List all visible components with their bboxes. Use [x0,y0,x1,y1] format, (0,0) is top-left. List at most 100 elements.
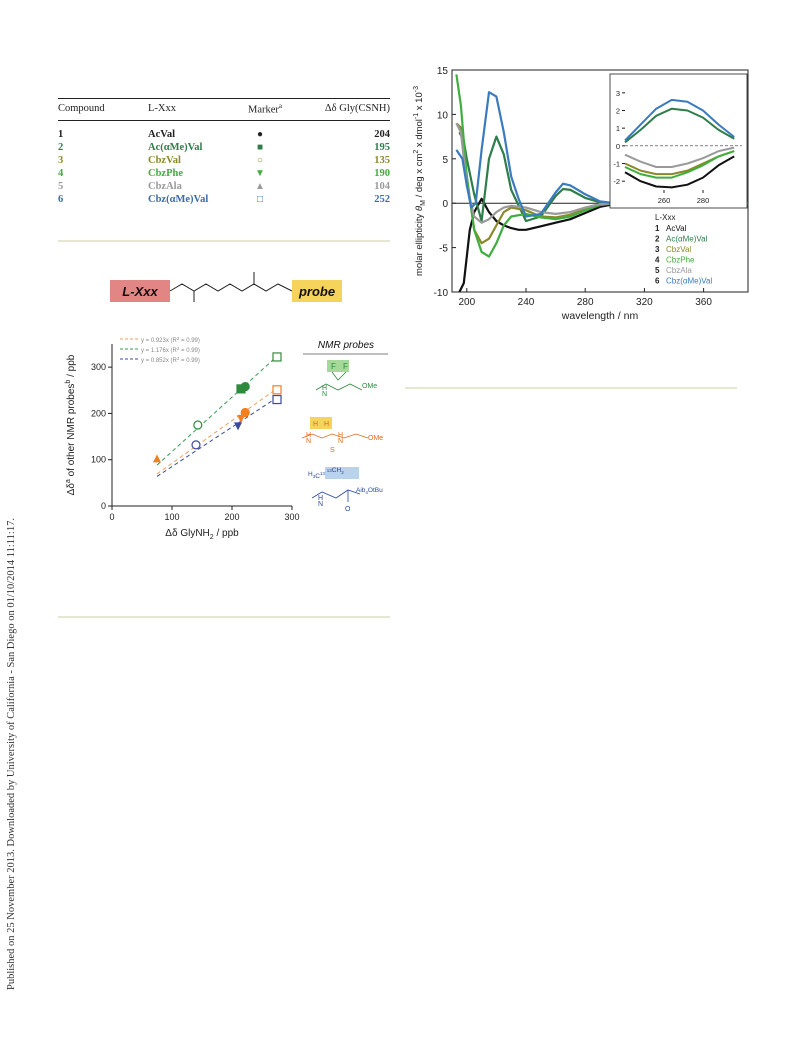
y-sup-b: b [65,380,72,384]
probe1-ome: OMe [362,383,377,390]
data-point [191,440,201,450]
cd-legend-number: 5 [655,266,660,275]
compound-number: 2 [58,141,64,153]
cd-legend: L-Xxx 1 AcVal 2 Ac(αMe)Val 3 CbzVal 4 CbzPhe 5 Cbz… [655,213,712,286]
data-point [153,454,161,463]
legend-end: = 0.99) [179,358,200,364]
compound-marker: ● [248,120,318,141]
table-row: 5 CbzAla ▲ 104 [58,180,390,193]
probe2-ome: OMe [368,435,383,442]
scatter-fit-legend: y = 0.923x (R2 = 0.99) y = 1.176x (R2 = 0… [120,336,200,364]
cd-y-label-part: θ [414,205,425,211]
cd-legend-label: CbzPhe [666,256,695,265]
probe3-part: 3 [313,474,316,479]
section-divider-3 [405,387,737,389]
header-marker: Markera [248,98,318,121]
probe3-part: CH [332,467,342,474]
x-tick-label: 0 [109,512,114,522]
compound-name: CbzVal [148,154,181,166]
download-watermark: Published on 25 November 2013. Downloade… [6,518,17,990]
inset-series-line [624,155,735,189]
cd-x-axis-label: wavelength / nm [561,310,639,322]
compound-name: AcVal [148,128,176,140]
compound-marker: ○ [248,154,318,167]
cd-series-line [455,91,748,218]
y-unit: / ppb [66,354,77,379]
cd-y-label-part: molar ellipticity [414,211,425,276]
inset-y-tick-label: 2 [616,107,620,116]
x-tick-label: 100 [164,512,179,522]
peptide-backbone [169,283,293,292]
cd-inset: 260 280 -2 -1 0 1 2 3 [609,73,748,209]
cd-x-tick-label: 200 [458,297,475,308]
y-tick-label: 100 [91,455,106,465]
cd-y-tick-label: 15 [437,66,449,77]
data-point [237,414,245,423]
inset-y-tick-label: 0 [616,142,620,151]
probe3-o: O [345,506,351,513]
header-delta: Δδ Gly(CSNH) [318,98,390,121]
header-compound: Compound [58,98,148,121]
cd-y-label-part: 2 [413,150,420,154]
probe3-highlight [325,467,359,479]
inset-series-line [624,107,735,144]
header-marker-footnote: a [278,102,283,110]
probe2-n2: N [338,438,343,445]
legend-sup: 2 [177,356,180,361]
header-marker-label: Marker [248,104,279,116]
y-sup-a: a [65,479,72,483]
cd-legend-title: L-Xxx [655,213,675,222]
probe2-s: S [330,447,335,454]
x-tick-label: 200 [224,512,239,522]
fit-line [156,355,278,466]
compound-number: 4 [58,167,64,179]
inset-x-tick-label: 260 [658,196,671,205]
cd-x-tick-label: 280 [577,297,594,308]
delta-value: 135 [374,154,390,166]
cd-y-label-part: / deg x cm [414,154,425,201]
delta-value: 190 [374,167,390,179]
inset-y-tick-label: 1 [616,124,620,133]
probe3-aib-part: OtBu [368,487,383,494]
compound-name: CbzAla [148,180,182,192]
probe3-n: N [318,501,323,508]
marker-symbol: ● [256,128,264,140]
scatter-fit-lines [156,355,278,477]
compound-marker: ▼ [248,167,318,180]
cd-y-tick-label: 0 [442,199,448,210]
probes-title: NMR probes [318,340,374,351]
probe1-highlight [327,360,349,372]
cd-legend-number: 4 [655,256,660,265]
table-row: 3 CbzVal ○ 135 [58,154,390,167]
inset-y-tick-label: -2 [613,177,620,186]
inset-y-tick-label: 3 [616,89,620,98]
cd-y-axis-label: molar ellipticity θM / deg x cm2 x dmol-… [413,86,427,276]
scatter-axis-labels: Δδ GlyNH2 / ppb Δδa of other NMR probesb … [65,354,239,541]
cd-y-tick-label: -10 [434,288,449,299]
delta-value: 204 [374,128,390,140]
cd-y-label-part: -3 [413,86,420,92]
compound-number: 5 [58,180,64,192]
probe-box [292,280,342,302]
cd-y-label-part: -1 [413,113,420,119]
probe2-h4: H [338,432,343,439]
lxxx-label: L-Xxx [122,284,158,299]
delta-value: 195 [374,141,390,153]
compound-number: 6 [58,193,64,205]
inset-series-line [624,146,735,168]
cd-frame [451,69,749,293]
probe3-aib: Aib4OtBu [356,487,383,495]
y-mid: of other NMR probes [66,384,77,480]
cd-y-tick-label: 5 [442,155,448,166]
scatter-figure: 0 100 200 300 0 100 200 300 y = 0.923x (R2 = 0.… [65,336,388,541]
marker-symbol: ■ [256,141,264,153]
cd-x-tick-label: 360 [695,297,712,308]
probe1-bonds [315,383,363,391]
scatter-points [153,352,282,463]
header-lxxx: L-Xxx [148,98,248,121]
probe1-f1: F [331,362,336,371]
table-row: 4 CbzPhe ▼ 190 [58,167,390,180]
y-tick-label: 0 [101,501,106,511]
legend-end: = 0.99) [179,348,200,354]
scatter-axes: 0 100 200 300 0 100 200 300 [91,344,300,522]
